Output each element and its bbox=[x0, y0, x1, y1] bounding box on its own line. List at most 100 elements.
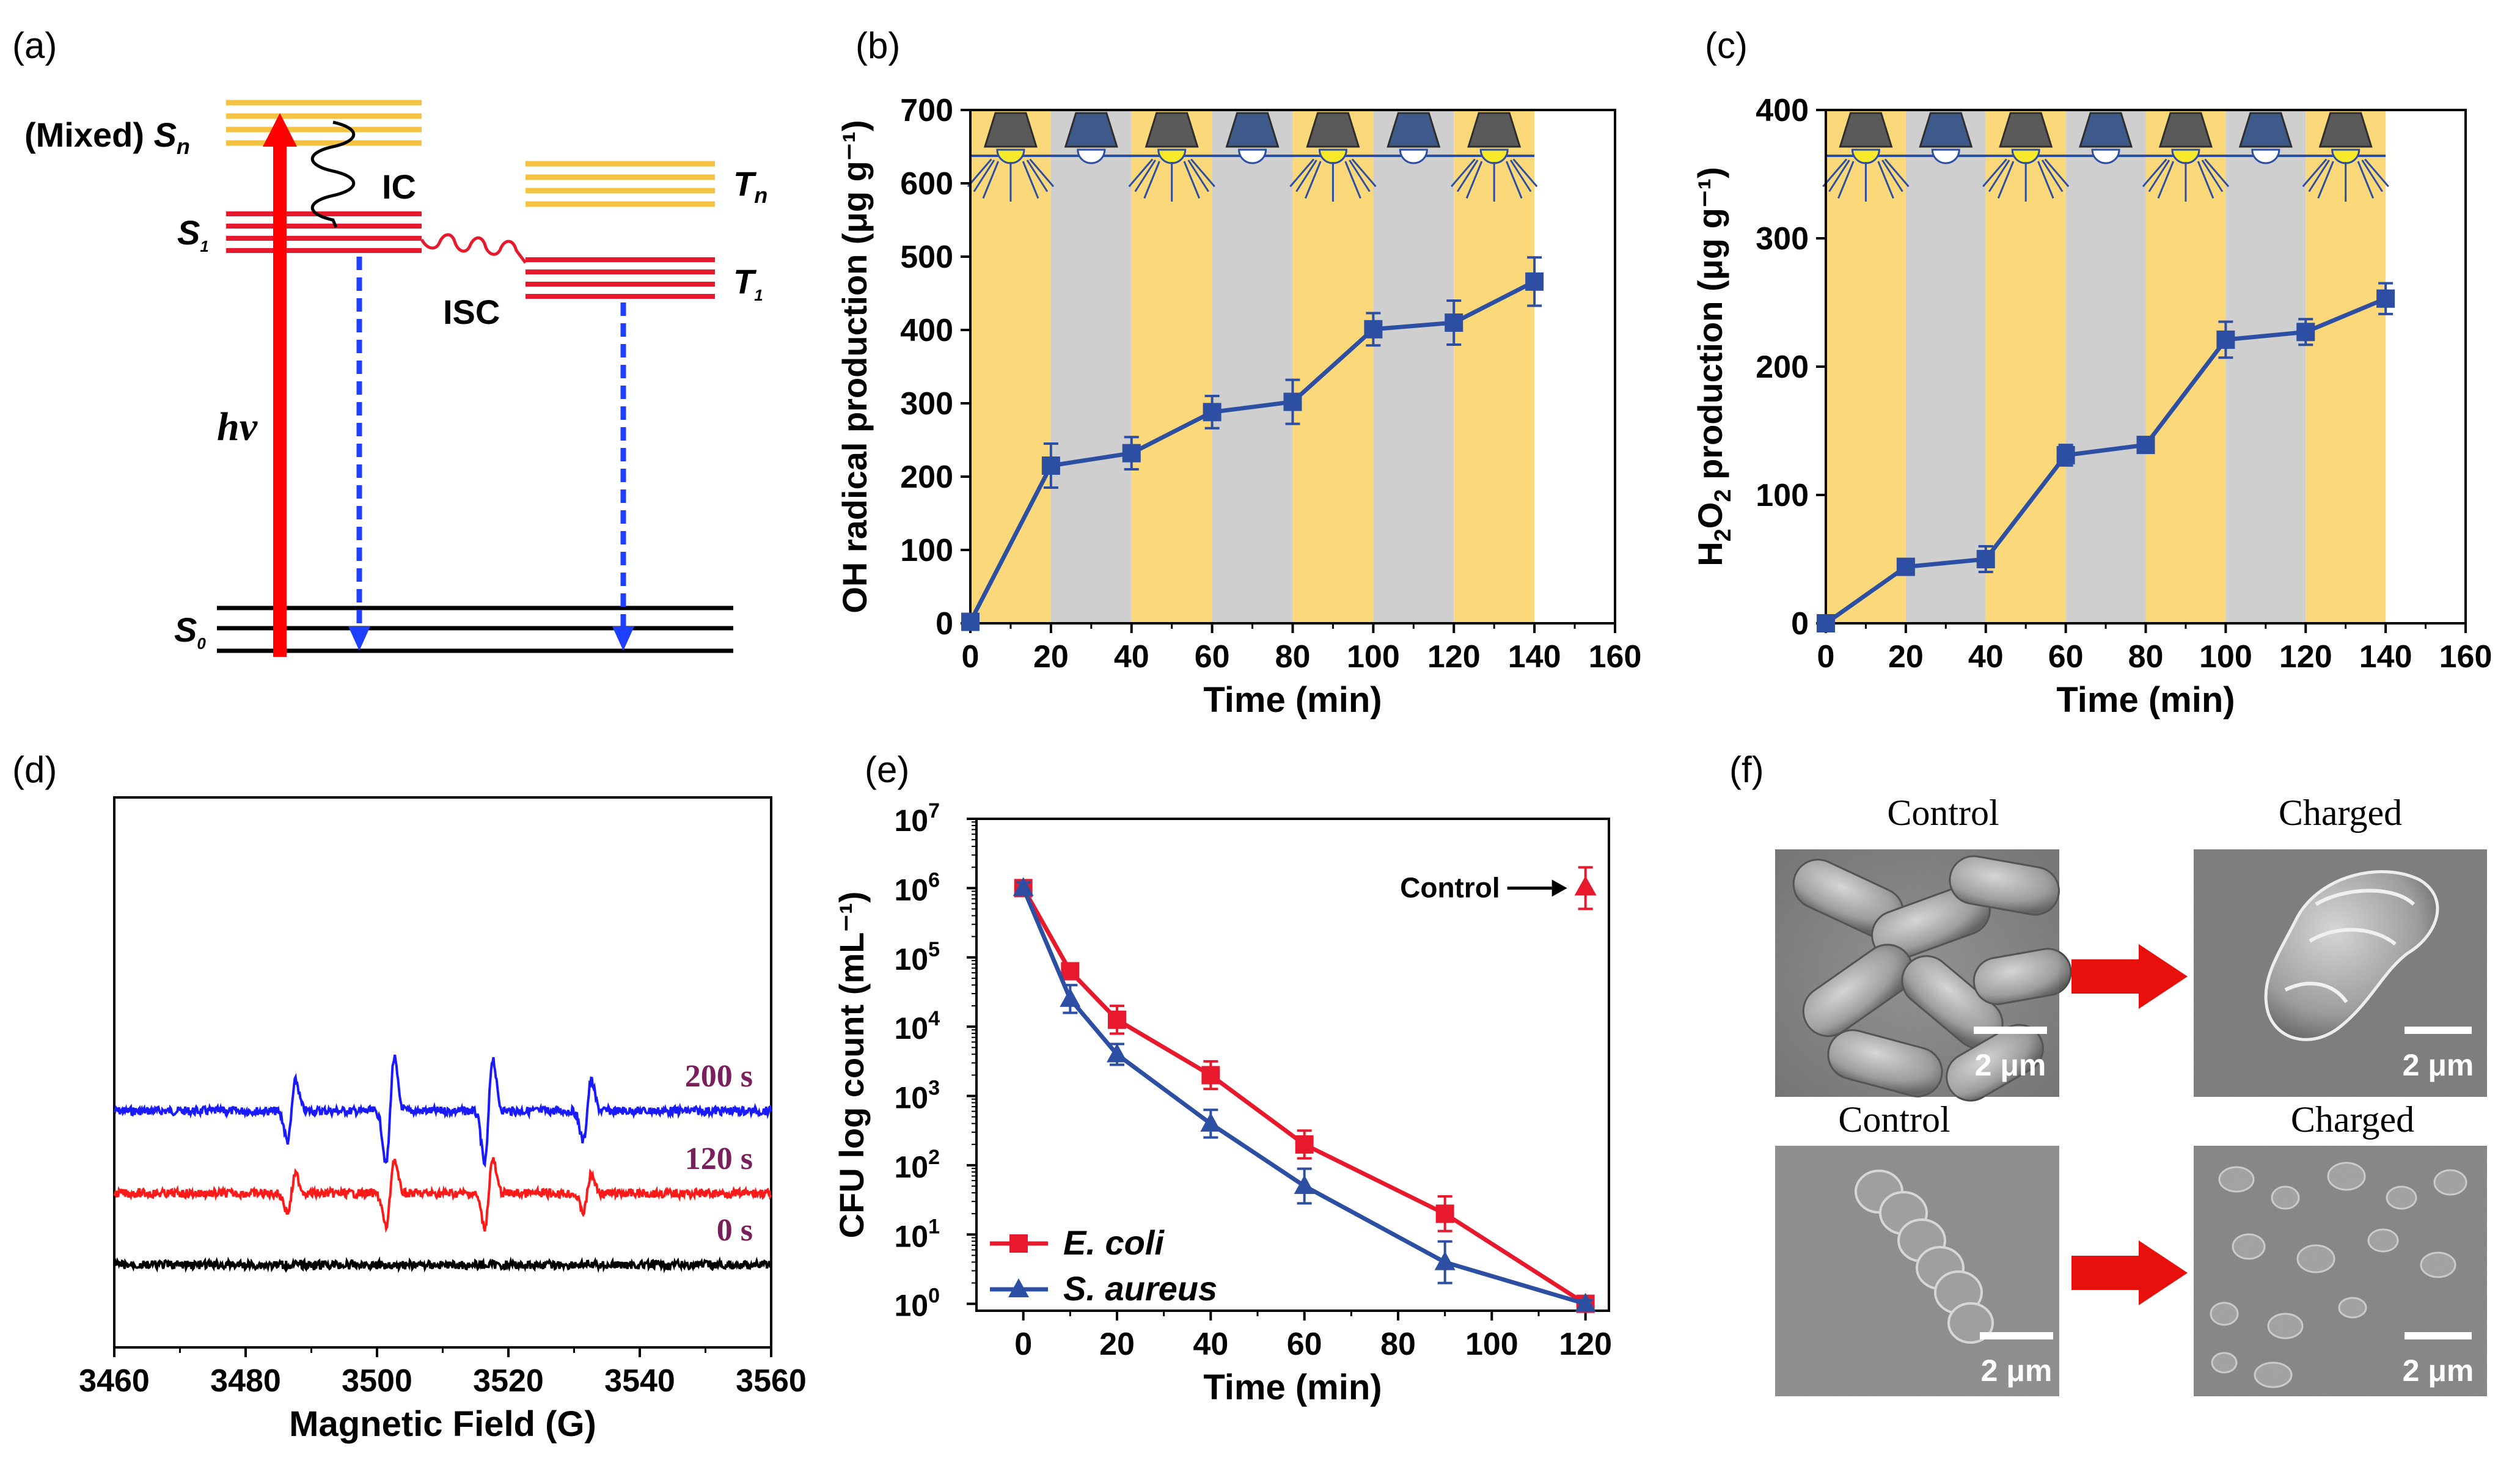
spectrum-label: 120 s bbox=[685, 1141, 753, 1176]
x-axis-label: Time (min) bbox=[2056, 680, 2235, 720]
data-point bbox=[1976, 550, 1995, 568]
x-tick-label: 120 bbox=[1427, 639, 1481, 675]
lamp-ray bbox=[1451, 158, 1476, 188]
lamp-ray bbox=[1289, 158, 1315, 188]
spectrum-label: 0 s bbox=[717, 1213, 753, 1248]
y-tick-base: 10 bbox=[894, 1219, 928, 1253]
lamp-shade bbox=[2238, 112, 2293, 148]
data-point bbox=[1295, 1135, 1314, 1154]
band-dark bbox=[1373, 110, 1454, 623]
lamp-ray bbox=[1828, 159, 1850, 192]
x-tick-label: 40 bbox=[1193, 1327, 1228, 1362]
lamp-ray bbox=[2204, 158, 2230, 188]
control-arrow-head bbox=[1551, 879, 1567, 897]
lamp-icon-6 bbox=[1451, 112, 1538, 202]
lamp-shade bbox=[1064, 112, 1118, 148]
lamp-ray bbox=[1509, 159, 1532, 192]
data-point bbox=[1060, 987, 1081, 1007]
lamp-icon-3 bbox=[2079, 112, 2133, 164]
fluorescence-arrow bbox=[348, 257, 370, 651]
y-tick-label: 103 bbox=[894, 1077, 940, 1115]
lamp-ray bbox=[1877, 161, 1894, 199]
lamp-ray bbox=[1029, 158, 1055, 188]
y-tick-label: 100 bbox=[900, 533, 953, 568]
lamp-ray bbox=[2361, 159, 2383, 192]
sem-image-charged-2 bbox=[2194, 1146, 2487, 1396]
data-point bbox=[1200, 1112, 1222, 1132]
excitation-arrow bbox=[263, 113, 297, 657]
panel-label-a: (a) bbox=[12, 25, 57, 66]
lamp-ray bbox=[1187, 159, 1209, 192]
x-tick-label: 120 bbox=[1559, 1327, 1612, 1362]
data-point bbox=[1122, 444, 1141, 463]
chart-b-oh-radical: 0 20 40 60 80 100 120 140 160 0 100 200 300 400 500 600… bbox=[835, 93, 1641, 720]
y-tick-label: 0 bbox=[1791, 606, 1809, 642]
lamp-bulb bbox=[2171, 148, 2200, 164]
lamp-icon-3 bbox=[1225, 112, 1280, 164]
x-tick-label: 3560 bbox=[736, 1363, 807, 1399]
x-tick-label: 60 bbox=[1287, 1327, 1322, 1362]
plot-frame bbox=[975, 818, 1610, 1312]
tn-label: Tn bbox=[733, 164, 767, 208]
lamp-icon-4 bbox=[2142, 112, 2230, 202]
scale-bar-1: 2 μm bbox=[1974, 1027, 2047, 1082]
lamp-ray bbox=[1026, 159, 1049, 192]
y-tick-base: 10 bbox=[894, 1081, 928, 1115]
x-tick-label: 40 bbox=[1968, 639, 2004, 675]
control-label: Control bbox=[1400, 871, 1500, 903]
scale-bar-2: 2 μm bbox=[2403, 1027, 2474, 1082]
lamp-ray bbox=[2197, 161, 2214, 199]
phosphorescence-arrow bbox=[612, 302, 634, 651]
legend-label: E. coli bbox=[1063, 1223, 1165, 1262]
x-tick-label: 3540 bbox=[604, 1363, 675, 1399]
lamp-icon-6 bbox=[2302, 112, 2389, 202]
control-point bbox=[1574, 876, 1597, 896]
lamp-ray bbox=[1456, 159, 1479, 192]
x-tick-label: 40 bbox=[1114, 639, 1149, 675]
lamp-icon-0 bbox=[967, 112, 1055, 202]
data-point bbox=[2056, 445, 2075, 464]
data-point bbox=[1575, 1292, 1596, 1312]
lamp-ray bbox=[1884, 158, 1910, 188]
lamp-bulb bbox=[1238, 148, 1267, 164]
lamp-shade bbox=[1467, 112, 1522, 148]
data-point bbox=[1525, 272, 1544, 291]
y-tick-label: 0 bbox=[936, 606, 953, 642]
y-tick-label: 102 bbox=[894, 1146, 940, 1184]
y-axis-label-part: production (μg g⁻¹) bbox=[1691, 167, 1729, 489]
scale-bar-label-2: 2 μm bbox=[2403, 1048, 2474, 1082]
y-tick-exp: 5 bbox=[928, 938, 940, 961]
lamp-shade bbox=[1999, 112, 2053, 148]
data-point bbox=[1896, 557, 1915, 576]
data-point bbox=[2376, 289, 2395, 308]
data-point bbox=[1041, 456, 1060, 475]
x-tick-label: 140 bbox=[2359, 639, 2412, 675]
s0-label: S0 bbox=[174, 610, 206, 653]
y-tick-label: 700 bbox=[900, 93, 953, 128]
s1-label: S1 bbox=[177, 213, 209, 255]
lamp-ray bbox=[2157, 161, 2175, 199]
x-tick-label: 3520 bbox=[473, 1363, 544, 1399]
lamp-ray bbox=[2201, 159, 2224, 192]
lamp-shade bbox=[1919, 112, 1973, 148]
sem-image-charged-1 bbox=[2194, 849, 2487, 1097]
data-point bbox=[1107, 1043, 1127, 1063]
x-tick-label: 0 bbox=[962, 639, 980, 675]
x-tick-label: 160 bbox=[2439, 639, 2493, 675]
lamp-shade bbox=[983, 112, 1038, 148]
ic-label: IC bbox=[382, 167, 416, 206]
lamp-bulb bbox=[2331, 148, 2361, 164]
x-tick-label: 120 bbox=[2279, 639, 2332, 675]
lamp-ray bbox=[2317, 161, 2334, 199]
sn-levels bbox=[226, 100, 422, 146]
data-point bbox=[1294, 1174, 1315, 1194]
legend-label: S. aureus bbox=[1063, 1269, 1217, 1308]
y-tick-label: 300 bbox=[1756, 221, 1809, 257]
lamp-ray bbox=[1506, 161, 1523, 199]
lamp-ray bbox=[1134, 159, 1156, 192]
lamp-ray bbox=[2357, 161, 2375, 199]
lamp-bulb bbox=[1851, 148, 1880, 164]
lamp-bulb bbox=[1157, 148, 1187, 164]
y-tick-label: 400 bbox=[1756, 93, 1809, 128]
y-tick-exp: 6 bbox=[928, 868, 940, 892]
